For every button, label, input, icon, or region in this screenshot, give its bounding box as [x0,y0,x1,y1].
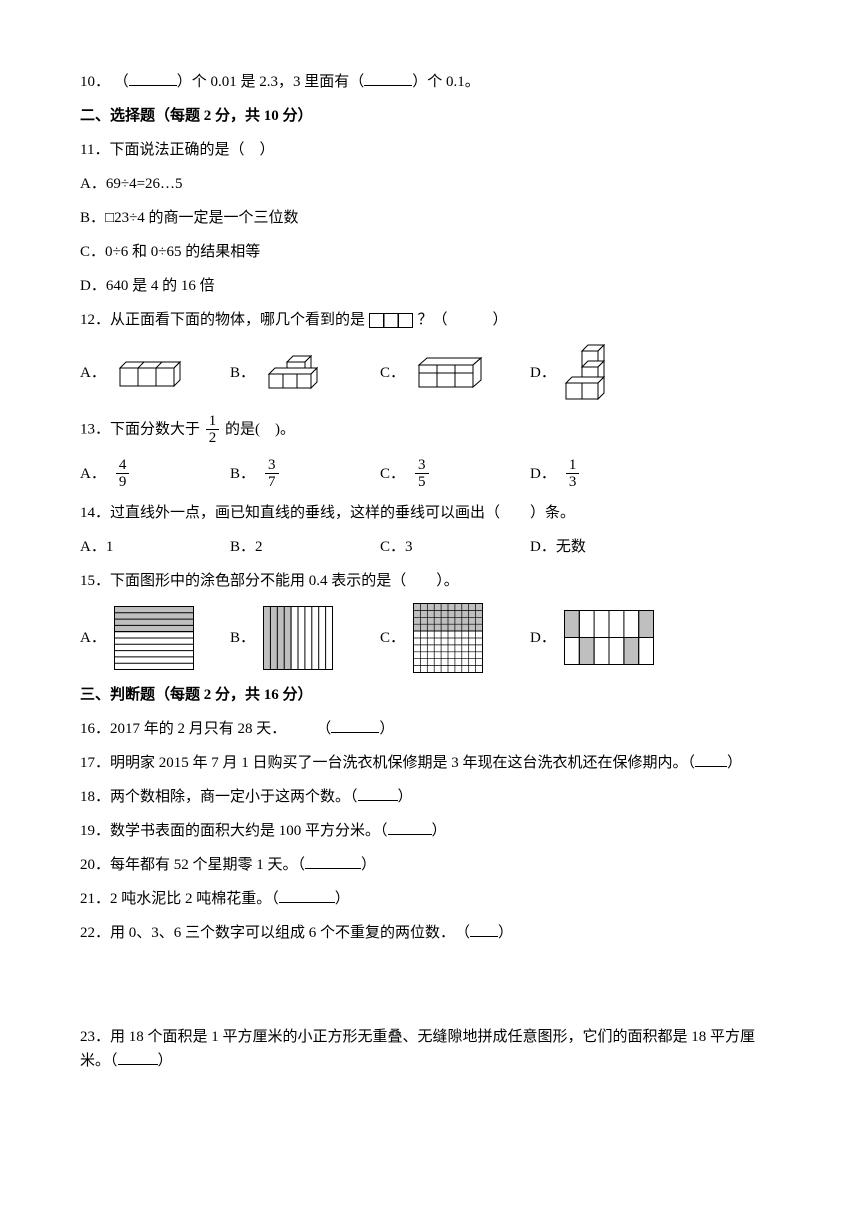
cube-shape-d-icon [564,343,614,403]
q18: 18．两个数相除，商一定小于这两个数。（） [80,785,780,809]
q12-options: A． B． C． [80,343,780,403]
q23: 23．用 18 个面积是 1 平方厘米的小正方形无重叠、无缝隙地拼成任意图形，它… [80,1025,780,1073]
fraction-half-icon: 12 [206,413,220,447]
q14-b: B．2 [230,535,380,559]
q12-num: 12． [80,312,110,328]
fraction-icon: 49 [116,457,130,491]
fraction-icon: 13 [566,457,580,491]
q13-c: C．35 [380,457,530,491]
q10-blank2[interactable] [364,70,412,86]
q11-d: D．640 是 4 的 16 倍 [80,274,780,298]
q19: 19．数学书表面的面积大约是 100 平方分米。（） [80,819,780,843]
q12-a: A． [80,355,230,391]
shade-grid-icon [413,603,483,673]
q10-num: 10． [80,74,110,90]
three-square-icon [369,309,414,333]
q17: 17．明明家 2015 年 7 月 1 日购买了一台洗衣机保修期是 3 年现在这… [80,751,780,775]
q21: 21．2 吨水泥比 2 吨棉花重。（） [80,887,780,911]
shade-horizontal-icon [114,606,194,670]
q22-blank[interactable] [470,921,498,937]
q17-blank[interactable] [695,751,727,767]
q10: 10． （）个 0.01 是 2.3，3 里面有（）个 0.1。 [80,70,780,94]
q20: 20．每年都有 52 个星期零 1 天。（） [80,853,780,877]
q14-d: D．无数 [530,535,680,559]
q13-b: B．37 [230,457,380,491]
q15-a: A． [80,606,230,670]
q15-c: C． [380,603,530,673]
q12-d: D． [530,343,680,403]
q19-blank[interactable] [388,819,432,835]
q13-num: 13． [80,421,110,437]
q11-a: A．69÷4=26…5 [80,172,780,196]
cube-shape-a-icon [114,355,184,391]
q14-num: 14． [80,505,110,521]
shade-vertical-icon [263,606,333,670]
q13-a: A．49 [80,457,230,491]
cube-shape-b-icon [263,353,333,393]
q15-num: 15． [80,573,110,589]
fraction-icon: 37 [265,457,279,491]
q13: 13．下面分数大于 12 的是( )。 [80,413,780,447]
q23-blank[interactable] [118,1049,158,1065]
q21-blank[interactable] [279,887,335,903]
q11: 11．下面说法正确的是（ ） [80,138,780,162]
fraction-icon: 35 [415,457,429,491]
q22: 22．用 0、3、6 三个数字可以组成 6 个不重复的两位数． （） [80,921,780,945]
q12: 12．从正面看下面的物体，哪几个看到的是 ？（ ） [80,308,780,333]
q11-stem: 下面说法正确的是（ ） [109,142,274,158]
section-3-heading: 三、判断题（每题 2 分，共 16 分） [80,683,780,707]
q10-blank1[interactable] [129,70,177,86]
q14-options: A．1 B．2 C．3 D．无数 [80,535,780,559]
q15-options: A． B． C． [80,603,780,673]
q15-b: B． [230,606,380,670]
q13-d: D．13 [530,457,680,491]
q13-options: A．49 B．37 C．35 D．13 [80,457,780,491]
q18-blank[interactable] [358,785,398,801]
q11-b: B．□23÷4 的商一定是一个三位数 [80,206,780,230]
shade-blocks-icon [564,610,654,665]
q16: 16．2017 年的 2 月只有 28 天． （） [80,717,780,741]
q12-b: B． [230,353,380,393]
q20-blank[interactable] [305,853,361,869]
cube-shape-c-icon [413,355,483,391]
section-2-heading: 二、选择题（每题 2 分，共 10 分） [80,104,780,128]
q14-a: A．1 [80,535,230,559]
q15: 15．下面图形中的涂色部分不能用 0.4 表示的是（ ）。 [80,569,780,593]
q12-c: C． [380,355,530,391]
q14-c: C．3 [380,535,530,559]
q11-c: C．0÷6 和 0÷65 的结果相等 [80,240,780,264]
q14: 14．过直线外一点，画已知直线的垂线，这样的垂线可以画出（ ）条。 [80,501,780,525]
q16-blank[interactable] [331,717,379,733]
q15-d: D． [530,610,680,665]
q11-num: 11． [80,142,109,158]
